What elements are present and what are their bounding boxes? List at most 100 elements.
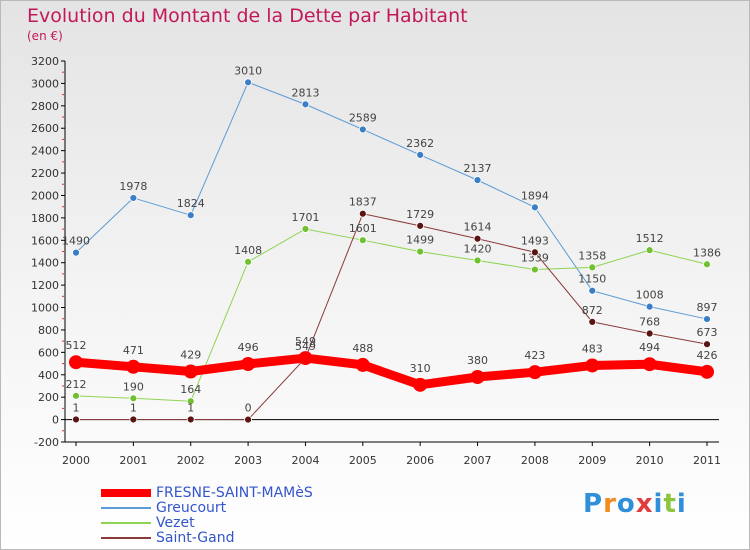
data-label-greucourt: 1008 xyxy=(636,289,664,302)
y-tick-label: 0 xyxy=(52,414,59,427)
data-label-fresne-saint-mam-s: 423 xyxy=(524,349,545,362)
data-point-saint-gand xyxy=(473,234,482,243)
data-label-vezet: 164 xyxy=(180,383,201,396)
data-point-fresne-saint-mam-s xyxy=(298,351,313,366)
data-point-saint-gand xyxy=(531,248,539,257)
data-label-vezet: 190 xyxy=(123,380,144,393)
data-point-greucourt xyxy=(645,302,654,311)
data-point-greucourt xyxy=(588,286,597,295)
y-tick-label: -200 xyxy=(34,436,59,449)
x-tick-label: 2008 xyxy=(521,454,549,467)
data-point-greucourt xyxy=(703,315,711,323)
data-label-greucourt: 1978 xyxy=(119,180,147,193)
data-point-greucourt xyxy=(301,100,310,109)
data-point-vezet xyxy=(645,246,654,255)
data-label-saint-gand: 1493 xyxy=(521,234,549,247)
chart-subtitle: (en €) xyxy=(27,29,63,43)
data-label-saint-gand: 1 xyxy=(73,401,80,414)
data-point-vezet xyxy=(588,263,597,272)
data-point-saint-gand xyxy=(645,329,654,338)
data-point-saint-gand xyxy=(72,415,80,424)
data-point-greucourt xyxy=(416,151,425,159)
logo-letter: i xyxy=(653,489,664,519)
data-point-vezet xyxy=(703,260,711,269)
y-tick-label: 2000 xyxy=(31,189,59,202)
data-label-fresne-saint-mam-s: 429 xyxy=(180,349,201,362)
data-label-greucourt: 2813 xyxy=(291,86,319,99)
chart-title: Evolution du Montant de la Dette par Hab… xyxy=(27,5,468,27)
data-label-saint-gand: 1837 xyxy=(349,196,377,209)
logo-letter: P xyxy=(583,489,604,519)
data-point-greucourt xyxy=(72,248,80,257)
y-tick-label: 2600 xyxy=(31,122,59,135)
y-tick-label: 2200 xyxy=(31,167,59,180)
data-label-fresne-saint-mam-s: 483 xyxy=(582,342,603,355)
data-label-saint-gand: 768 xyxy=(639,316,660,329)
x-tick-label: 2011 xyxy=(693,454,721,467)
data-point-vezet xyxy=(72,391,80,400)
data-label-greucourt: 1824 xyxy=(177,197,205,210)
data-label-fresne-saint-mam-s: 488 xyxy=(352,342,373,355)
data-label-saint-gand: 1614 xyxy=(464,221,492,234)
data-label-greucourt: 897 xyxy=(697,301,718,314)
series-line-greucourt xyxy=(75,81,708,320)
series-line-saint-gand xyxy=(75,213,708,421)
x-tick-label: 2004 xyxy=(291,454,319,467)
legend-swatch-greucourt xyxy=(101,507,151,509)
x-tick-label: 2007 xyxy=(464,454,492,467)
data-label-greucourt: 2589 xyxy=(349,111,377,124)
logo-letter: o xyxy=(616,489,636,519)
logo-letter: i xyxy=(676,489,687,519)
data-point-vezet xyxy=(186,397,195,406)
x-tick-label: 2003 xyxy=(234,454,262,467)
x-tick-label: 2001 xyxy=(119,454,147,467)
y-tick-label: 200 xyxy=(38,391,59,404)
data-label-fresne-saint-mam-s: 426 xyxy=(697,349,718,362)
data-point-fresne-saint-mam-s xyxy=(126,359,141,374)
x-tick-label: 2002 xyxy=(177,454,205,467)
data-label-vezet: 1512 xyxy=(636,232,664,245)
data-label-saint-gand: 0 xyxy=(245,402,252,415)
logo-letter: t xyxy=(663,489,677,519)
data-label-fresne-saint-mam-s: 380 xyxy=(467,354,488,367)
data-label-greucourt: 2137 xyxy=(464,162,492,175)
legend-swatch-saint-gand xyxy=(101,537,151,539)
data-label-vezet: 1386 xyxy=(693,246,721,259)
proxiti-logo: Proxiti xyxy=(583,489,687,519)
x-tick-label: 2010 xyxy=(636,454,664,467)
legend-swatch-vezet xyxy=(101,522,151,524)
data-label-greucourt: 1894 xyxy=(521,189,549,202)
data-point-fresne-saint-mam-s xyxy=(527,365,542,380)
data-label-fresne-saint-mam-s: 471 xyxy=(123,344,144,357)
data-label-greucourt: 1490 xyxy=(62,235,90,248)
data-point-saint-gand xyxy=(588,317,597,326)
data-point-saint-gand xyxy=(358,209,367,218)
data-label-fresne-saint-mam-s: 549 xyxy=(295,335,316,348)
data-point-vezet xyxy=(301,225,310,233)
x-tick-label: 2000 xyxy=(62,454,90,467)
data-label-fresne-saint-mam-s: 494 xyxy=(639,341,660,354)
data-point-greucourt xyxy=(473,176,482,185)
data-point-fresne-saint-mam-s xyxy=(700,364,714,379)
data-label-vezet: 1358 xyxy=(578,249,606,262)
y-tick-label: 2400 xyxy=(31,145,59,158)
data-point-vezet xyxy=(473,256,482,265)
data-point-saint-gand xyxy=(244,415,252,424)
legend-label-saint-gand: Saint-Gand xyxy=(156,530,235,546)
data-label-fresne-saint-mam-s: 512 xyxy=(66,339,87,352)
logo-letter: x xyxy=(635,489,654,519)
data-label-saint-gand: 549 xyxy=(295,340,316,353)
data-label-greucourt: 3010 xyxy=(234,64,262,77)
y-tick-label: 3000 xyxy=(31,77,59,90)
y-tick-label: 1800 xyxy=(31,212,59,225)
legend-label-vezet: Vezet xyxy=(156,515,195,531)
data-point-vezet xyxy=(129,394,138,403)
y-tick-label: 3200 xyxy=(31,55,59,68)
y-tick-label: 1200 xyxy=(31,279,59,292)
data-point-greucourt xyxy=(186,211,195,220)
y-tick-label: 1000 xyxy=(31,302,59,315)
data-point-greucourt xyxy=(358,125,367,134)
data-label-saint-gand: 1 xyxy=(187,401,194,414)
data-point-saint-gand xyxy=(129,415,138,424)
